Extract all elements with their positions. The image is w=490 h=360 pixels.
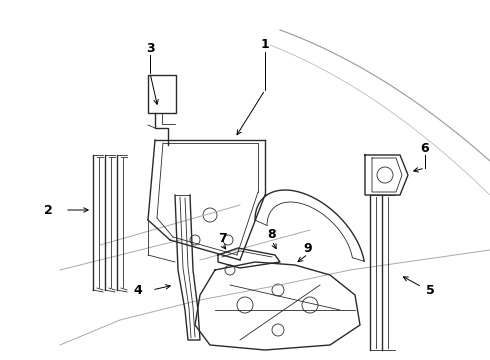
Text: 3: 3 bbox=[146, 41, 154, 54]
Text: 4: 4 bbox=[134, 284, 143, 297]
Text: 5: 5 bbox=[426, 284, 434, 297]
Text: 7: 7 bbox=[218, 231, 226, 244]
Text: 8: 8 bbox=[268, 229, 276, 242]
Text: 1: 1 bbox=[261, 39, 270, 51]
Bar bbox=[148, 75, 176, 113]
Text: 6: 6 bbox=[421, 141, 429, 154]
Text: 9: 9 bbox=[304, 242, 312, 255]
Text: 2: 2 bbox=[44, 203, 52, 216]
